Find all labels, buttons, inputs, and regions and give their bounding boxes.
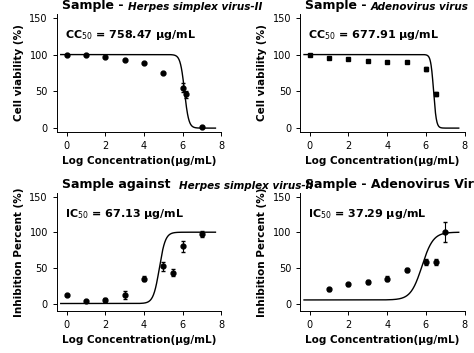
Text: Sample against: Sample against [62, 178, 179, 191]
Text: Sample -: Sample - [305, 0, 371, 12]
X-axis label: Log Concentration(μg/mL): Log Concentration(μg/mL) [62, 335, 216, 345]
Y-axis label: Inhibition Percent (%): Inhibition Percent (%) [257, 187, 267, 317]
Text: Sample -: Sample - [62, 0, 128, 12]
Text: Sample - Adenovirus Virus: Sample - Adenovirus Virus [305, 178, 474, 191]
Text: IC$_{50}$ = 37.29 μg/mL: IC$_{50}$ = 37.29 μg/mL [309, 207, 427, 221]
Text: Herpes simplex virus-II: Herpes simplex virus-II [179, 181, 313, 191]
X-axis label: Log Concentration(μg/mL): Log Concentration(μg/mL) [305, 156, 459, 166]
Y-axis label: Cell viability (%): Cell viability (%) [14, 24, 24, 121]
Y-axis label: Inhibition Percent (%): Inhibition Percent (%) [14, 187, 24, 317]
X-axis label: Log Concentration(μg/mL): Log Concentration(μg/mL) [305, 335, 459, 345]
Text: Herpes simplex virus-II: Herpes simplex virus-II [128, 2, 262, 12]
Text: CC$_{50}$ = 677.91 μg/mL: CC$_{50}$ = 677.91 μg/mL [309, 28, 440, 42]
X-axis label: Log Concentration(μg/mL): Log Concentration(μg/mL) [62, 156, 216, 166]
Y-axis label: Cell viability (%): Cell viability (%) [257, 24, 267, 121]
Text: Adenovirus virus: Adenovirus virus [371, 2, 469, 12]
Text: CC$_{50}$ = 758.47 μg/mL: CC$_{50}$ = 758.47 μg/mL [65, 28, 196, 42]
Text: IC$_{50}$ = 67.13 μg/mL: IC$_{50}$ = 67.13 μg/mL [65, 207, 184, 221]
